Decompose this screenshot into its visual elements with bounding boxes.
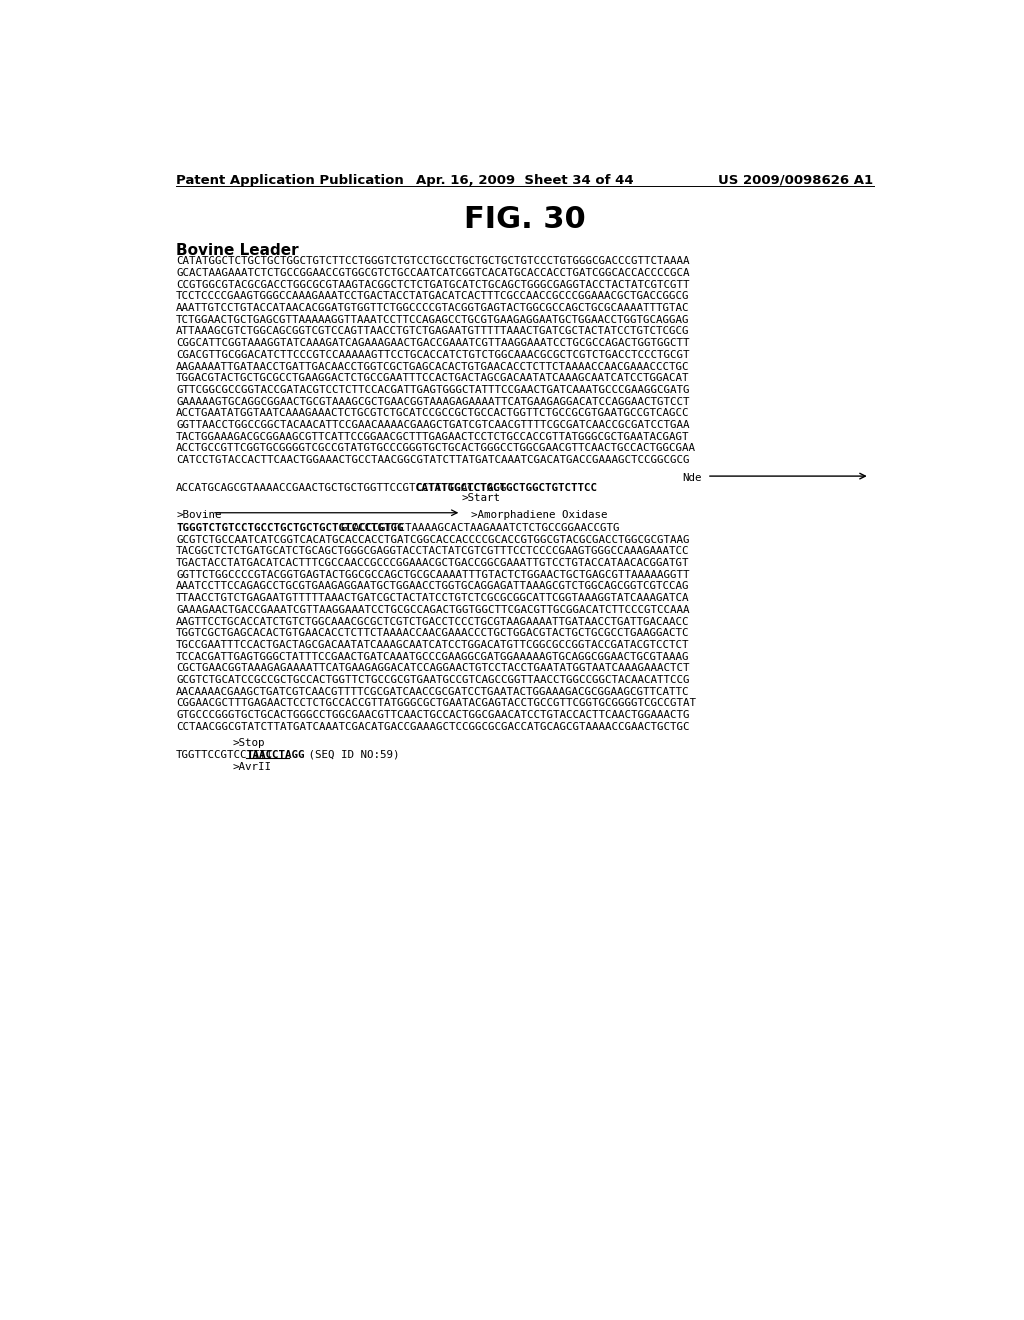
Text: CCTAACGGCGTATCTTATGATCAAATCGACATGACCGAAAGCTCCGGCGCGACCATGCAGCGTAAAACCGAACTGCTGC: CCTAACGGCGTATCTTATGATCAAATCGACATGACCGAAA… (176, 722, 689, 731)
Text: CGCTGAACGGTAAAGAGAAAATTCATGAAGAGGACATCCAGGAACTGTCCTACCTGAATATGGTAATCAAAGAAACTCT: CGCTGAACGGTAAAGAGAAAATTCATGAAGAGGACATCCA… (176, 664, 689, 673)
Text: TCCACGATTGAGTGGGCTATTTCCGAACTGATCAAATGCCCGAAGGCGATGGAAAAAGTGCAGGCGGAACTGCGTAAAG: TCCACGATTGAGTGGGCTATTTCCGAACTGATCAAATGCC… (176, 652, 689, 661)
Text: ATTAAAGCGTCTGGCAGCGGTCGTCCAGTTAACCTGTCTGAGAATGTTTTTAAACTGATCGCTACTATCCTGTCTCGCG: ATTAAAGCGTCTGGCAGCGGTCGTCCAGTTAACCTGTCTG… (176, 326, 689, 337)
Text: AAGTTCCTGCACCATCTGTCTGGCAAACGCGCTCGTCTGACCTCCCTGCGTAAGAAAATTGATAACCTGATTGACAACC: AAGTTCCTGCACCATCTGTCTGGCAAACGCGCTCGTCTGA… (176, 616, 689, 627)
Text: GAAAAAGTGCAGGCGGAACTGCGTAAAGCGCTGAACGGTAAAGAGAAAATTCATGAAGAGGACATCCAGGAACTGTCCT: GAAAAAGTGCAGGCGGAACTGCGTAAAGCGCTGAACGGTA… (176, 396, 689, 407)
Text: TACTGGAAAGACGCGGAAGCGTTCATTCCGGAACGCTTTGAGAACTCCTCTGCCACCGTTATGGGCGCTGAATACGAGT: TACTGGAAAGACGCGGAAGCGTTCATTCCGGAACGCTTTG… (176, 432, 689, 442)
Text: CGACGTTGCGGACATCTTCCCGTCCAAAAAGTTCCTGCACCATCTGTCTGGCAAACGCGCTCGTCTGACCTCCCTGCGT: CGACGTTGCGGACATCTTCCCGTCCAAAAAGTTCCTGCAC… (176, 350, 689, 360)
Text: GGTTAACCTGGCCGGCTACAACATTCCGAACAAAACGAAGCTGATCGTCAACGTTTTCGCGATCAACCGCGATCCTGAA: GGTTAACCTGGCCGGCTACAACATTCCGAACAAAACGAAG… (176, 420, 689, 430)
Text: TCTGGAACTGCTGAGCGTTAAAAAGGTTAAATCCTTCCAGAGCCTGCGTGAAGAGGAATGCTGGAACCTGGTGCAGGAG: TCTGGAACTGCTGAGCGTTAAAAAGGTTAAATCCTTCCAG… (176, 314, 689, 325)
Text: Bovine Leader: Bovine Leader (176, 243, 299, 259)
Text: Nde: Nde (682, 473, 701, 483)
Text: CATATGGCTCTGCTGCTGGCTGTCTTCC: CATATGGCTCTGCTGCTGGCTGTCTTCC (415, 483, 597, 494)
Text: AAATCCTTCCAGAGCCTGCGTGAAGAGGAATGCTGGAACCTGGTGCAGGAGATTAAAGCGTCTGGCAGCGGTCGTCCAG: AAATCCTTCCAGAGCCTGCGTGAAGAGGAATGCTGGAACC… (176, 581, 689, 591)
Text: GCGTCTGCCAATCATCGGTCACATGCACCACCTGATCGGCACCACCCCGCACCGTGGCGTACGCGACCTGGCGCGTAAG: GCGTCTGCCAATCATCGGTCACATGCACCACCTGATCGGC… (176, 535, 689, 545)
Text: TACGGCTCTCTGATGCATCTGCAGCTGGGCGAGGTACCTACTATCGTCGTTTCCTCCCCGAAGTGGGCCAAAGAAATCC: TACGGCTCTCTGATGCATCTGCAGCTGGGCGAGGTACCTA… (176, 546, 689, 556)
Text: AAATTGTCCTGTACCATAACACGGATGTGGTTCTGGCCCCGTACGGTGAGTACTGGCGCCAGCTGCGCAAAATTTGTAC: AAATTGTCCTGTACCATAACACGGATGTGGTTCTGGCCCC… (176, 304, 689, 313)
Text: >Start: >Start (462, 494, 501, 503)
Text: CCGTGGCGTACGCGACCTGGCGCGTAAGTACGGCTCTCTGATGCATCTGCAGCTGGGCGAGGTACCTACTATCGTCGTT: CCGTGGCGTACGCGACCTGGCGCGTAAGTACGGCTCTCTG… (176, 280, 689, 289)
Text: GCGTCTGCATCCGCCGCTGCCACTGGTTCTGCCGCGTGAATGCCGTCAGCCGGTTAACCTGGCCGGCTACAACATTCCG: GCGTCTGCATCCGCCGCTGCCACTGGTTCTGCCGCGTGAA… (176, 675, 689, 685)
Text: >Stop: >Stop (232, 738, 265, 748)
Text: TAACCTAGG: TAACCTAGG (247, 750, 305, 760)
Text: TGGTTCCGTCCTTTT: TGGTTCCGTCCTTTT (176, 750, 273, 760)
Text: GGTTCTGGCCCCGTACGGTGAGTACTGGCGCCAGCTGCGCAAAATTTGTACTCTGGAACTGCTGAGCGTTAAAAAGGTT: GGTTCTGGCCCCGTACGGTGAGTACTGGCGCCAGCTGCGC… (176, 570, 689, 579)
Text: TGCCGAATTTCCACTGACTAGCGACAATATCAAAGCAATCATCCTGGACATGTTCGGCGCCGGTACCGATACGTCCTCT: TGCCGAATTTCCACTGACTAGCGACAATATCAAAGCAATC… (176, 640, 689, 649)
Text: AAGAAAATTGATAACCTGATTGACAACCTGGTCGCTGAGCACACTGTGAACACCTCTTCTAAAACCAACGAAACCCTGC: AAGAAAATTGATAACCTGATTGACAACCTGGTCGCTGAGC… (176, 362, 689, 371)
Text: GCACTAAGAAATCTCTGCCGGAACCGTGGCGTCTGCCAATCATCGGTCACATGCACCACCTGATCGGCACCACCCCGCA: GCACTAAGAAATCTCTGCCGGAACCGTGGCGTCTGCCAAT… (176, 268, 689, 279)
Text: TGGGTCTGTCCTGCCTGCTGCTGCTGTCCCTGTGG: TGGGTCTGTCCTGCCTGCTGCTGCTGTCCCTGTGG (176, 523, 403, 533)
Text: US 2009/0098626 A1: US 2009/0098626 A1 (719, 174, 873, 187)
Text: TGACTACCTATGACATCACTTTCGCCAACCGCCCGGAAACGCTGACCGGCGAAATTGTCCTGTACCATAACACGGATGT: TGACTACCTATGACATCACTTTCGCCAACCGCCCGGAAAC… (176, 558, 689, 568)
Text: ACCATGCAGCGTAAAACCGAACTGCTGCTGGTTCCGTCCTTTTGACCTAGG: ACCATGCAGCGTAAAACCGAACTGCTGCTGGTTCCGTCCT… (176, 483, 508, 494)
Text: TTAACCTGTCTGAGAATGTTTTTAAACTGATCGCTACTATCCTGTCTCGCGCGGCATTCGGTAAAGGTATCAAAGATCA: TTAACCTGTCTGAGAATGTTTTTAAACTGATCGCTACTAT… (176, 593, 689, 603)
Text: Apr. 16, 2009  Sheet 34 of 44: Apr. 16, 2009 Sheet 34 of 44 (416, 174, 634, 187)
Text: (SEQ ID NO:59): (SEQ ID NO:59) (289, 750, 399, 760)
Text: GTTCGGCGCCGGTACCGATACGTCCTCTTCCACGATTGAGTGGGCTATTTCCGAACTGATCAAATGCCCGAAGGCGATG: GTTCGGCGCCGGTACCGATACGTCCTCTTCCACGATTGAG… (176, 385, 689, 395)
Text: ACCTGCCGTTCGGTGCGGGGTCGCCGTATGTGCCCGGGTGCTGCACTGGGCCTGGCGAACGTTCAACTGCCACTGGCGAA: ACCTGCCGTTCGGTGCGGGGTCGCCGTATGTGCCCGGGTG… (176, 444, 696, 454)
Text: CGGAACGCTTTGAGAACTCCTCTGCCACCGTTATGGGCGCTGAATACGAGTACCTGCCGTTCGGTGCGGGGTCGCCGTAT: CGGAACGCTTTGAGAACTCCTCTGCCACCGTTATGGGCGC… (176, 698, 696, 709)
Text: CATCCTGTACCACTTCAACTGGAAACTGCCTAACGGCGTATCTTATGATCAAATCGACATGACCGAAAGCTCCGGCGCG: CATCCTGTACCACTTCAACTGGAAACTGCCTAACGGCGTA… (176, 455, 689, 465)
Text: CGGCATTCGGTAAAGGTATCAAAGATCAGAAAGAACTGACCGAAATCGTTAAGGAAATCCTGCGCCAGACTGGTGGCTT: CGGCATTCGGTAAAGGTATCAAAGATCAGAAAGAACTGAC… (176, 338, 689, 348)
Text: TGGACGTACTGCTGCGCCTGAAGGACTCTGCCGAATTTCCACTGACTAGCGACAATATCAAAGCAATCATCCTGGACAT: TGGACGTACTGCTGCGCCTGAAGGACTCTGCCGAATTTCC… (176, 374, 689, 383)
Text: GAAAGAACTGACCGAAATCGTTAAGGAAATCCTGCGCCAGACTGGTGGCTTCGACGTTGCGGACATCTTCCCGTCCAAA: GAAAGAACTGACCGAAATCGTTAAGGAAATCCTGCGCCAG… (176, 605, 689, 615)
Text: TCCTCCCCGAAGTGGGCCAAAGAAATCCTGACTACCTATGACATCACTTTCGCCAACCGCCCGGAAACGCTGACCGGCG: TCCTCCCCGAAGTGGGCCAAAGAAATCCTGACTACCTATG… (176, 292, 689, 301)
Text: AACAAAACGAAGCTGATCGTCAACGTTTTCGCGATCAACCGCGATCCTGAATACTGGAAAGACGCGGAAGCGTTCATTC: AACAAAACGAAGCTGATCGTCAACGTTTTCGCGATCAACC… (176, 686, 689, 697)
Text: GCACCCGTTCTAAAAGCACTAAGAAATCTCTGCCGGAACCGTG: GCACCCGTTCTAAAAGCACTAAGAAATCTCTGCCGGAACC… (340, 523, 620, 533)
Text: Patent Application Publication: Patent Application Publication (176, 174, 403, 187)
Text: >Bovine: >Bovine (176, 510, 221, 520)
Text: >Amorphadiene Oxidase: >Amorphadiene Oxidase (471, 510, 607, 520)
Text: >AvrII: >AvrII (232, 762, 271, 772)
Text: CATATGGCTCTGCTGCTGGCTGTCTTCCTGGGTCTGTCCTGCCTGCTGCTGCTGTCCCTGTGGGCGACCCGTTCTAAAA: CATATGGCTCTGCTGCTGGCTGTCTTCCTGGGTCTGTCCT… (176, 256, 689, 267)
Text: FIG. 30: FIG. 30 (464, 205, 586, 234)
Text: GTGCCCGGGTGCTGCACTGGGCCTGGCGAACGTTCAACTGCCACTGGCGAACATCCTGTACCACTTCAACTGGAAACTG: GTGCCCGGGTGCTGCACTGGGCCTGGCGAACGTTCAACTG… (176, 710, 689, 721)
Text: ACCTGAATATGGTAATCAAAGAAACTCTGCGTCTGCATCCGCCGCTGCCACTGGTTCTGCCGCGTGAATGCCGTCAGCC: ACCTGAATATGGTAATCAAAGAAACTCTGCGTCTGCATCC… (176, 408, 689, 418)
Text: TGGTCGCTGAGCACACTGTGAACACCTCTTCTAAAACCAACGAAACCCTGCTGGACGTACTGCTGCGCCTGAAGGACTC: TGGTCGCTGAGCACACTGTGAACACCTCTTCTAAAACCAA… (176, 628, 689, 639)
